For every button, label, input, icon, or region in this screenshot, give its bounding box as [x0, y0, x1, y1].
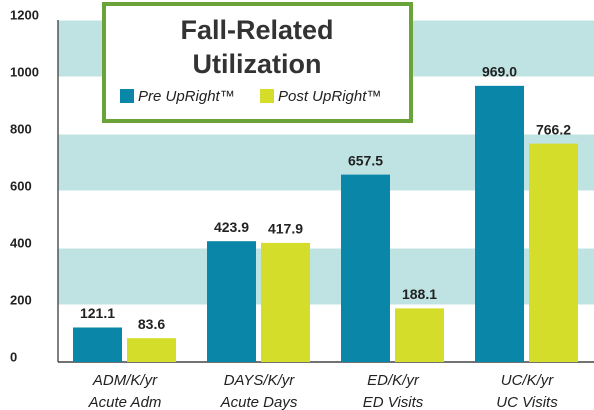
value-label: 766.2 [536, 121, 571, 137]
bar [207, 241, 256, 362]
legend-swatch [260, 89, 274, 103]
value-label: 121.1 [80, 305, 115, 321]
value-label: 657.5 [348, 152, 383, 168]
chart-title: Utilization [193, 49, 322, 79]
chart-title: Fall-Related [180, 15, 333, 45]
x-tick-label: DAYS/K/yr [224, 372, 296, 389]
x-tick-label: UC/K/yr [501, 372, 555, 389]
x-tick-label: Acute Adm [88, 394, 162, 410]
y-tick-label: 0 [10, 349, 17, 364]
x-tick-label: ED Visits [363, 394, 424, 410]
x-tick-label: ED/K/yr [367, 372, 420, 389]
y-tick-label: 600 [10, 178, 32, 193]
value-label: 188.1 [402, 286, 437, 302]
bar [127, 338, 176, 362]
value-label: 969.0 [482, 64, 517, 80]
y-tick-label: 800 [10, 121, 32, 136]
y-tick-label: 1200 [10, 7, 39, 22]
x-tick-label: ADM/K/yr [92, 372, 158, 389]
y-tick-label: 400 [10, 235, 32, 250]
x-tick-label: Acute Days [220, 394, 298, 410]
bar [261, 242, 310, 362]
value-label: 417.9 [268, 221, 303, 237]
value-label: 423.9 [214, 219, 249, 235]
y-tick-label: 1000 [10, 64, 39, 79]
x-tick-label: UC Visits [496, 394, 558, 410]
bar [73, 327, 122, 362]
title-box [102, 2, 413, 123]
value-label: 83.6 [138, 316, 165, 332]
bar [529, 143, 578, 362]
legend-label: Pre UpRight™ [138, 88, 235, 105]
y-tick-label: 200 [10, 292, 32, 307]
legend-swatch [120, 89, 134, 103]
legend-label: Post UpRight™ [278, 88, 381, 105]
bar [341, 174, 390, 362]
bar [475, 85, 524, 363]
bar [395, 308, 444, 362]
